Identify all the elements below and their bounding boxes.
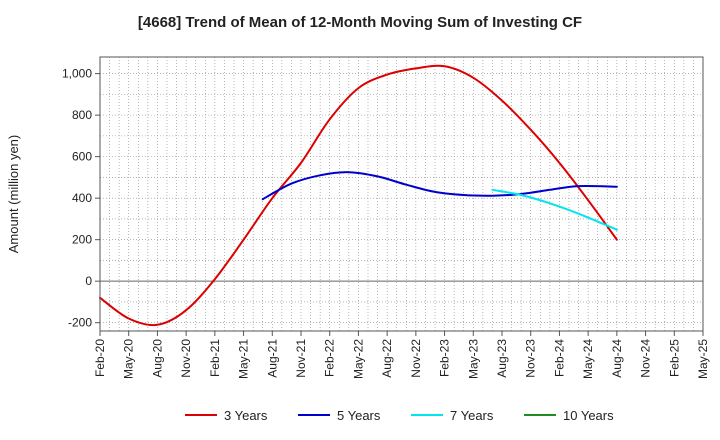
x-tick-label: Feb-25 (667, 339, 681, 377)
series-line-7-years (491, 188, 618, 231)
series-line-3-years (99, 64, 618, 327)
x-tick-label: May-23 (466, 339, 480, 379)
x-tick-label: Feb-20 (93, 339, 107, 377)
x-axis-ticks: Feb-20 May-20 Aug-20 Nov-20 Feb-21 May-21 Aug-… (93, 331, 710, 379)
y-tick-label: 0 (85, 274, 92, 288)
x-tick-label: Aug-23 (495, 339, 509, 378)
x-tick-label: Feb-24 (552, 339, 566, 377)
chart-title: [4668] Trend of Mean of 12-Month Moving … (137, 14, 583, 31)
x-tick-label: Nov-20 (179, 339, 193, 378)
legend: 3 Years 5 Years 7 Years 10 Years (185, 408, 614, 423)
y-tick-label: 200 (72, 233, 92, 247)
x-tick-label: Aug-22 (380, 339, 394, 378)
grid (99, 57, 704, 331)
x-tick-label: Nov-24 (639, 339, 653, 378)
x-tick-label: May-21 (237, 339, 251, 379)
x-tick-label: Nov-23 (524, 339, 538, 378)
series-layer (99, 64, 618, 327)
y-tick-label: 600 (72, 150, 92, 164)
y-axis-title: Amount (million yen) (6, 135, 21, 254)
y-tick-label: 1,000 (62, 67, 92, 81)
x-tick-label: Aug-20 (150, 339, 164, 378)
y-axis-ticks: -200 0 200 400 600 800 1,000 (62, 67, 100, 330)
x-tick-label: Feb-23 (438, 339, 452, 377)
x-tick-label: Nov-22 (409, 339, 423, 378)
x-tick-label: Feb-21 (208, 339, 222, 377)
x-tick-label: Aug-24 (610, 339, 624, 378)
plot-frame (99, 56, 704, 332)
y-tick-label: -200 (68, 316, 92, 330)
legend-label-3-years: 3 Years (224, 408, 268, 423)
series-line-5-years (261, 171, 618, 201)
y-tick-label: 800 (72, 108, 92, 122)
x-tick-label: May-20 (122, 339, 136, 379)
x-tick-label: May-25 (696, 339, 710, 379)
legend-label-10-years: 10 Years (563, 408, 614, 423)
x-tick-label: May-24 (581, 339, 595, 379)
x-tick-label: May-22 (351, 339, 365, 379)
legend-label-7-years: 7 Years (450, 408, 494, 423)
x-tick-label: Feb-22 (323, 339, 337, 377)
y-tick-label: 400 (72, 191, 92, 205)
legend-label-5-years: 5 Years (337, 408, 381, 423)
x-tick-label: Aug-21 (265, 339, 279, 378)
x-tick-label: Nov-21 (294, 339, 308, 378)
